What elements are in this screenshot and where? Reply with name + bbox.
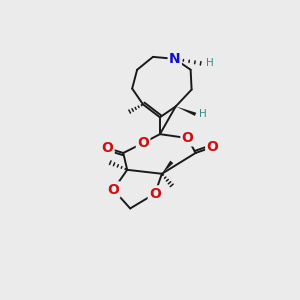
Text: H: H [206,58,214,68]
Text: O: O [149,187,161,201]
Text: O: O [107,183,119,196]
Text: O: O [182,131,194,145]
Text: N: N [169,52,181,66]
Polygon shape [162,160,173,174]
Text: O: O [206,140,218,154]
Text: H: H [199,109,206,119]
Polygon shape [176,106,196,116]
Text: O: O [137,136,149,150]
Text: O: O [101,141,113,155]
